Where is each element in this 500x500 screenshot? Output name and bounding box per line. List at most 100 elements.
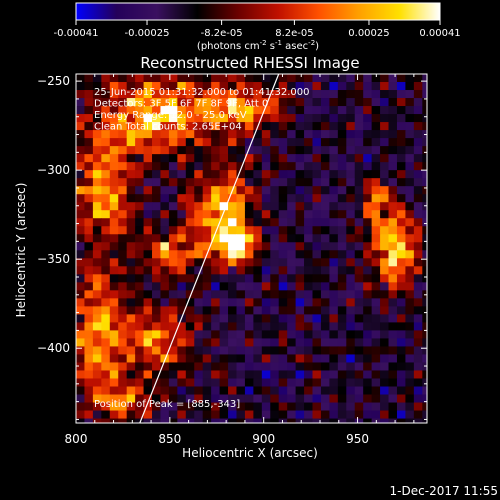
heatmap-cell: [380, 346, 389, 355]
heatmap-cell: [236, 114, 246, 123]
heatmap-cell: [304, 74, 313, 83]
heatmap-cell: [244, 322, 254, 331]
heatmap-cell: [354, 338, 364, 347]
heatmap-cell: [194, 210, 204, 219]
heatmap-cell: [287, 210, 297, 219]
heatmap-cell: [295, 290, 305, 299]
heatmap-cell: [304, 226, 313, 235]
heatmap-cell: [253, 234, 263, 243]
heatmap-cell: [84, 290, 94, 299]
heatmap-cell: [152, 130, 161, 139]
heatmap-cell: [320, 90, 330, 99]
heatmap-cell: [304, 290, 313, 299]
heatmap-cell: [84, 202, 94, 211]
heatmap-cell: [92, 194, 102, 203]
heatmap-cell: [329, 178, 339, 187]
heatmap-cell: [354, 106, 364, 115]
heatmap-cell: [320, 98, 330, 107]
heatmap-cell: [380, 138, 389, 147]
heatmap-cell: [236, 362, 246, 371]
heatmap-cell: [278, 258, 288, 267]
heatmap-cell: [396, 290, 406, 299]
heatmap-cell: [413, 218, 423, 227]
heatmap-cell: [346, 154, 356, 163]
heatmap-cell: [84, 106, 94, 115]
heatmap-cell: [261, 146, 271, 155]
heatmap-cell: [84, 258, 94, 267]
heatmap-cell: [295, 74, 305, 83]
heatmap-cell: [422, 298, 427, 307]
heatmap-cell: [84, 338, 94, 347]
heatmap-cell: [76, 178, 85, 187]
heatmap-cell: [413, 226, 423, 235]
heatmap-cell: [287, 282, 297, 291]
heatmap-cell: [253, 194, 263, 203]
heatmap-cell: [346, 386, 356, 395]
heatmap-cell: [109, 346, 119, 355]
heatmap-cell: [363, 234, 373, 243]
heatmap-cell: [380, 114, 389, 123]
heatmap-cell: [396, 402, 406, 411]
heatmap-cell: [337, 258, 347, 267]
heatmap-cell: [422, 274, 427, 283]
heatmap-cell: [168, 242, 178, 251]
heatmap-cell: [396, 122, 406, 131]
heatmap-cell: [126, 114, 136, 123]
heatmap-cell: [405, 146, 415, 155]
heatmap-cell: [143, 114, 153, 123]
heatmap-cell: [194, 362, 204, 371]
heatmap-cell: [185, 170, 195, 179]
heatmap-cell: [422, 226, 427, 235]
heatmap-cell: [312, 202, 322, 211]
heatmap-cell: [177, 362, 187, 371]
heatmap-cell: [177, 162, 187, 171]
heatmap-cell: [228, 250, 237, 259]
heatmap-cell: [228, 402, 237, 411]
heatmap-cell: [304, 242, 313, 251]
heatmap-cell: [422, 354, 427, 363]
heatmap-cell: [135, 82, 144, 91]
heatmap-cell: [219, 170, 229, 179]
heatmap-cell: [422, 322, 427, 331]
heatmap-cell: [236, 338, 246, 347]
heatmap-cell: [202, 242, 212, 251]
heatmap-cell: [194, 170, 204, 179]
heatmap-cell: [244, 418, 254, 423]
heatmap-cell: [236, 354, 246, 363]
heatmap-cell: [295, 322, 305, 331]
heatmap-cell: [413, 290, 423, 299]
heatmap-cell: [337, 106, 347, 115]
heatmap-cell: [202, 98, 212, 107]
heatmap-cell: [185, 322, 195, 331]
heatmap-cell: [295, 154, 305, 163]
heatmap-cell: [202, 298, 212, 307]
heatmap-cell: [354, 394, 364, 403]
heatmap-cell: [354, 202, 364, 211]
heatmap-cell: [185, 378, 195, 387]
heatmap-cell: [371, 362, 381, 371]
heatmap-cell: [194, 146, 204, 155]
heatmap-cell: [320, 298, 330, 307]
heatmap-cell: [211, 146, 220, 155]
heatmap-cell: [320, 354, 330, 363]
heatmap-cell: [84, 138, 94, 147]
heatmap-cell: [253, 346, 263, 355]
heatmap-cell: [337, 122, 347, 131]
heatmap-cell: [354, 98, 364, 107]
heatmap-cell: [287, 346, 297, 355]
heatmap-cell: [135, 90, 144, 99]
heatmap-cell: [236, 90, 246, 99]
heatmap-cell: [194, 410, 204, 419]
heatmap-cell: [337, 130, 347, 139]
heatmap-cell: [304, 138, 313, 147]
heatmap-cell: [380, 306, 389, 315]
heatmap-cell: [287, 98, 297, 107]
heatmap-cell: [287, 146, 297, 155]
heatmap-cell: [236, 346, 246, 355]
heatmap-cell: [270, 170, 280, 179]
heatmap-cell: [143, 266, 153, 275]
heatmap-cell: [287, 114, 297, 123]
heatmap-cell: [329, 114, 339, 123]
heatmap-cell: [152, 218, 161, 227]
heatmap-cell: [76, 194, 85, 203]
